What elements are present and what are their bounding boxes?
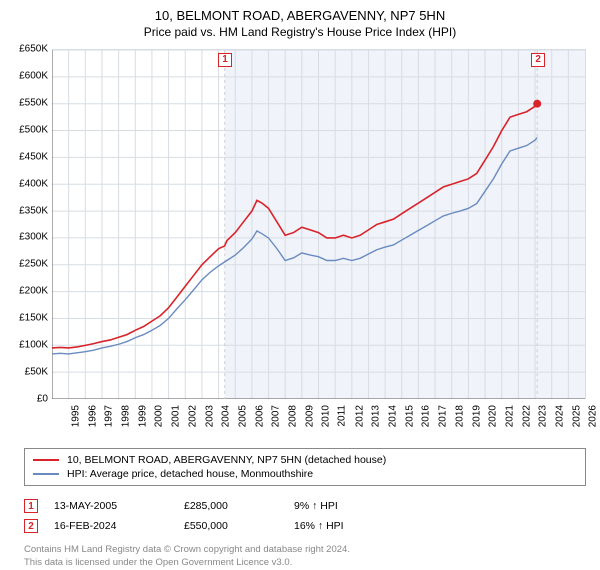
y-tick-label: £100K (19, 340, 48, 351)
legend-item: HPI: Average price, detached house, Monm… (33, 467, 577, 481)
sale-date: 16-FEB-2024 (54, 520, 184, 532)
legend-text: 10, BELMONT ROAD, ABERGAVENNY, NP7 5HN (… (67, 454, 386, 466)
y-tick-label: £400K (19, 178, 48, 189)
sale-row: 2 16-FEB-2024£550,00016% ↑ HPI (24, 516, 586, 536)
x-tick-label: 1999 (137, 405, 148, 427)
y-tick-label: £650K (19, 44, 48, 55)
x-tick-label: 2022 (521, 405, 532, 427)
x-tick-label: 2018 (454, 405, 465, 427)
x-tick-label: 2009 (304, 405, 315, 427)
sale-row-marker: 1 (24, 499, 38, 513)
sale-row: 1 13-MAY-2005£285,0009% ↑ HPI (24, 496, 586, 516)
sale-date: 13-MAY-2005 (54, 500, 184, 512)
x-tick-label: 2025 (571, 405, 582, 427)
x-tick-label: 2000 (154, 405, 165, 427)
x-tick-label: 2021 (504, 405, 515, 427)
x-tick-label: 2008 (287, 405, 298, 427)
x-tick-label: 2010 (321, 405, 332, 427)
x-tick-label: 2013 (371, 405, 382, 427)
chart-svg (52, 50, 585, 399)
chart-area: £0£50K£100K£150K£200K£250K£300K£350K£400… (52, 49, 586, 399)
y-tick-label: £550K (19, 97, 48, 108)
x-tick-label: 2001 (170, 405, 181, 427)
legend-text: HPI: Average price, detached house, Monm… (67, 468, 313, 480)
x-tick-label: 2007 (271, 405, 282, 427)
y-tick-label: £250K (19, 259, 48, 270)
x-tick-label: 2005 (237, 405, 248, 427)
plot-area (52, 49, 586, 399)
x-tick-label: 2023 (538, 405, 549, 427)
legend-swatch (33, 473, 59, 475)
x-tick-label: 2003 (204, 405, 215, 427)
sale-row-marker: 2 (24, 519, 38, 533)
y-tick-label: £150K (19, 313, 48, 324)
sale-marker-2: 2 (531, 53, 545, 67)
y-tick-label: £350K (19, 205, 48, 216)
x-tick-label: 2014 (387, 405, 398, 427)
sale-price: £550,000 (184, 520, 294, 532)
attribution-line2: This data is licensed under the Open Gov… (24, 557, 586, 570)
x-tick-label: 2015 (404, 405, 415, 427)
x-tick-label: 2016 (421, 405, 432, 427)
sale-price: £285,000 (184, 500, 294, 512)
y-axis-labels: £0£50K£100K£150K£200K£250K£300K£350K£400… (4, 49, 48, 399)
y-tick-label: £500K (19, 124, 48, 135)
sale-hpi: 16% ↑ HPI (294, 520, 344, 532)
legend-item: 10, BELMONT ROAD, ABERGAVENNY, NP7 5HN (… (33, 453, 577, 467)
sale-hpi: 9% ↑ HPI (294, 500, 338, 512)
x-axis-labels: 1995 1996 1997 1998 1999 2000 2001 2002 2003 2004… (52, 399, 586, 439)
y-tick-label: £200K (19, 286, 48, 297)
legend: 10, BELMONT ROAD, ABERGAVENNY, NP7 5HN (… (24, 448, 586, 486)
x-tick-label: 2024 (554, 405, 565, 427)
x-tick-label: 2017 (437, 405, 448, 427)
y-tick-label: £300K (19, 232, 48, 243)
x-tick-label: 2012 (354, 405, 365, 427)
x-tick-label: 1998 (120, 405, 131, 427)
x-tick-label: 1995 (70, 405, 81, 427)
sale-marker-1: 1 (218, 53, 232, 67)
title-block: 10, BELMONT ROAD, ABERGAVENNY, NP7 5HN P… (0, 0, 600, 43)
chart-subtitle: Price paid vs. HM Land Registry's House … (10, 25, 590, 39)
x-tick-label: 1997 (104, 405, 115, 427)
attribution-line1: Contains HM Land Registry data © Crown c… (24, 544, 586, 557)
x-tick-label: 2026 (588, 405, 599, 427)
x-tick-label: 2002 (187, 405, 198, 427)
x-tick-label: 2011 (337, 405, 348, 427)
y-tick-label: £600K (19, 70, 48, 81)
sales-table: 1 13-MAY-2005£285,0009% ↑ HPI 2 16-FEB-2024… (24, 496, 586, 536)
x-tick-label: 2019 (471, 405, 482, 427)
attribution: Contains HM Land Registry data © Crown c… (24, 544, 586, 570)
x-tick-label: 2020 (487, 405, 498, 427)
y-tick-label: £0 (37, 394, 48, 405)
bottom-block: 10, BELMONT ROAD, ABERGAVENNY, NP7 5HN (… (24, 448, 586, 570)
legend-swatch (33, 459, 59, 461)
x-tick-label: 2004 (220, 405, 231, 427)
chart-container: 10, BELMONT ROAD, ABERGAVENNY, NP7 5HN P… (0, 0, 600, 560)
x-tick-label: 1996 (87, 405, 98, 427)
y-tick-label: £450K (19, 151, 48, 162)
chart-title: 10, BELMONT ROAD, ABERGAVENNY, NP7 5HN (10, 8, 590, 23)
y-tick-label: £50K (25, 367, 48, 378)
x-tick-label: 2006 (254, 405, 265, 427)
